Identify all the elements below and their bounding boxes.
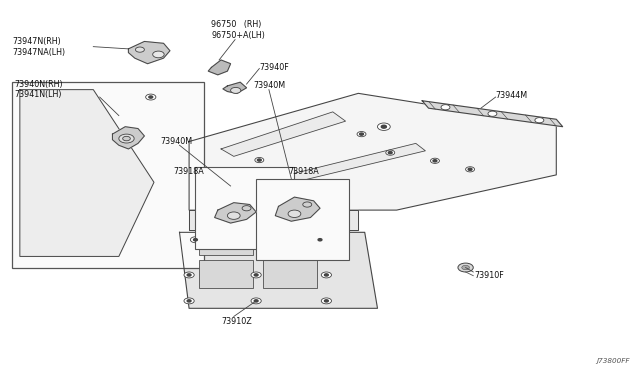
Text: 73940F: 73940F [259, 63, 289, 72]
Text: 73940M: 73940M [161, 137, 193, 146]
Bar [198, 260, 253, 288]
Circle shape [136, 47, 145, 52]
Polygon shape [179, 232, 378, 308]
Text: 73918A: 73918A [288, 167, 319, 176]
Circle shape [251, 298, 261, 304]
Text: 73940M: 73940M [253, 81, 285, 90]
Circle shape [488, 111, 497, 116]
Bar [256, 179, 349, 260]
Circle shape [431, 158, 440, 163]
Bar [195, 167, 294, 249]
Circle shape [441, 105, 450, 110]
Circle shape [288, 210, 301, 218]
Polygon shape [189, 93, 556, 210]
Polygon shape [275, 197, 320, 221]
Circle shape [190, 237, 200, 243]
Circle shape [119, 134, 134, 143]
Polygon shape [20, 90, 154, 256]
Text: 73910F: 73910F [474, 271, 504, 280]
Circle shape [242, 206, 251, 211]
Circle shape [227, 212, 240, 219]
Polygon shape [189, 210, 358, 231]
Polygon shape [129, 41, 170, 64]
Polygon shape [288, 143, 426, 182]
Circle shape [251, 272, 261, 278]
Text: 73910Z: 73910Z [221, 317, 252, 326]
Circle shape [388, 151, 392, 154]
Text: 73918A: 73918A [173, 167, 204, 176]
Circle shape [357, 132, 366, 137]
Circle shape [255, 157, 264, 163]
Text: 96750   (RH): 96750 (RH) [211, 20, 262, 29]
Text: J73800FF: J73800FF [596, 358, 630, 364]
Circle shape [254, 300, 258, 302]
Circle shape [153, 51, 164, 58]
Circle shape [184, 298, 194, 304]
Circle shape [318, 238, 322, 241]
Circle shape [462, 265, 469, 270]
Circle shape [324, 300, 328, 302]
Circle shape [187, 300, 191, 302]
Circle shape [386, 150, 395, 155]
Circle shape [466, 167, 474, 172]
Circle shape [149, 96, 153, 98]
Circle shape [360, 133, 364, 135]
Circle shape [230, 87, 241, 93]
Circle shape [321, 272, 332, 278]
Polygon shape [223, 82, 246, 93]
Bar [262, 260, 317, 288]
Polygon shape [214, 203, 256, 223]
Circle shape [378, 123, 390, 131]
Circle shape [458, 263, 473, 272]
Text: 73944M: 73944M [495, 91, 528, 100]
Circle shape [433, 160, 437, 162]
Polygon shape [208, 60, 230, 75]
Text: 73947N(RH)
73947NA(LH): 73947N(RH) 73947NA(LH) [12, 37, 65, 57]
Circle shape [254, 274, 258, 276]
Circle shape [146, 94, 156, 100]
Circle shape [123, 137, 131, 141]
Circle shape [184, 272, 194, 278]
Circle shape [257, 159, 261, 161]
Polygon shape [113, 127, 145, 149]
Text: 96750+A(LH): 96750+A(LH) [211, 31, 266, 41]
Circle shape [535, 118, 544, 123]
Bar [198, 227, 253, 254]
Bar [262, 227, 317, 254]
Circle shape [321, 298, 332, 304]
Circle shape [468, 168, 472, 170]
Polygon shape [422, 101, 563, 127]
Bar [12, 82, 204, 267]
Text: 73940N(RH)
73941N(LH): 73940N(RH) 73941N(LH) [15, 80, 63, 99]
Circle shape [381, 125, 387, 128]
Polygon shape [221, 112, 346, 156]
Circle shape [303, 202, 312, 207]
Circle shape [187, 274, 191, 276]
Circle shape [193, 238, 197, 241]
Circle shape [315, 237, 325, 243]
Circle shape [324, 274, 328, 276]
